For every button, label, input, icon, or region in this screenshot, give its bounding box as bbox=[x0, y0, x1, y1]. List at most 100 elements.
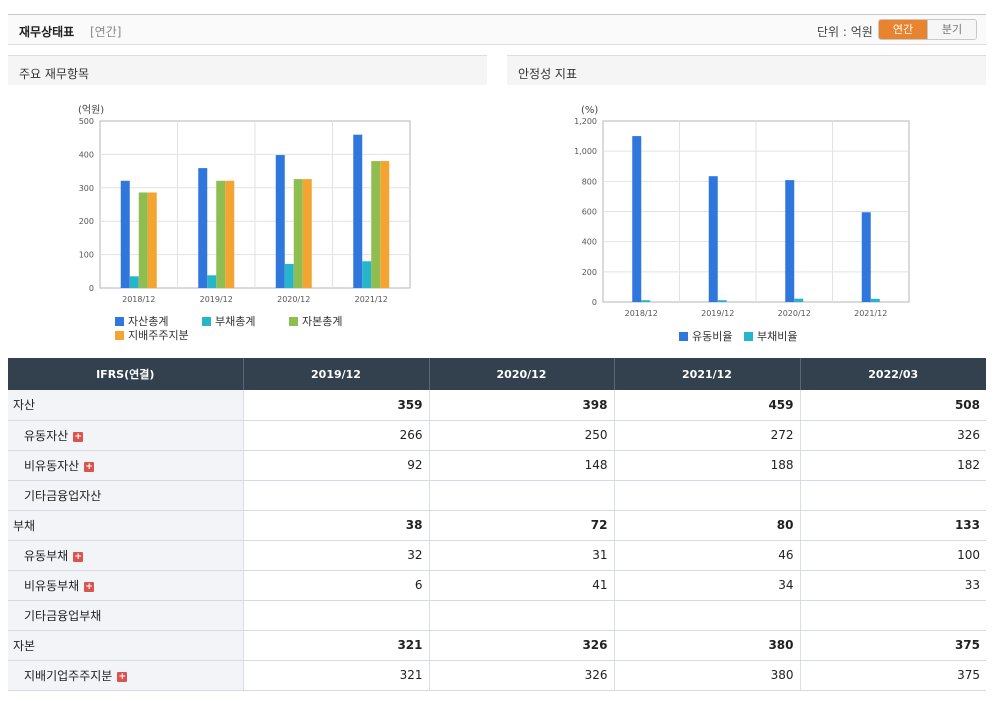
section-header: 재무상태표 [연간] 단위 : 억원 연간 분기 bbox=[8, 14, 986, 45]
value-cell: 100 bbox=[800, 540, 986, 571]
bar-부채총계 bbox=[362, 261, 372, 288]
tab-annual[interactable]: 연간 bbox=[879, 20, 927, 39]
row-label: 기타금융업부채 bbox=[24, 608, 102, 623]
bar-자산총계 bbox=[275, 155, 285, 288]
x-tick-label: 2019/12 bbox=[200, 295, 233, 304]
column-header: 2022/03 bbox=[800, 358, 986, 390]
legend-label: 자본총계 bbox=[302, 315, 342, 328]
bar-부채총계 bbox=[129, 276, 139, 288]
y-tick-label: 500 bbox=[79, 117, 94, 126]
value-cell: 508 bbox=[800, 390, 986, 421]
value-cell: 33 bbox=[800, 570, 986, 601]
period-toggle: 연간 분기 bbox=[878, 19, 977, 40]
bar-유동비율 bbox=[708, 176, 718, 302]
bar-부채총계 bbox=[284, 263, 294, 288]
chart-panel-financials: 주요 재무항목 (억원) 0 100 200 300 400 500 2018/12 2019/… bbox=[8, 55, 487, 355]
value-cell: 92 bbox=[243, 450, 430, 481]
y-tick-label: 300 bbox=[79, 184, 94, 193]
chart-panel-stability: 안정성 지표 (%) 0 200 400 600 800 1,000 1,200 2018/12… bbox=[507, 55, 986, 355]
table-row: 자산 359 398 459 508 bbox=[8, 390, 986, 421]
value-cell bbox=[243, 600, 430, 631]
value-cell: 380 bbox=[614, 630, 801, 661]
value-cell: 148 bbox=[429, 450, 615, 481]
bar-자산총계 bbox=[353, 134, 363, 288]
y-tick-label: 200 bbox=[582, 268, 597, 277]
row-label-cell: 자산 bbox=[8, 390, 244, 421]
value-cell: 41 bbox=[429, 570, 615, 601]
value-cell bbox=[800, 480, 986, 511]
y-tick-label: 1,200 bbox=[574, 117, 597, 126]
y-tick-label: 800 bbox=[582, 177, 597, 186]
tab-quarterly[interactable]: 분기 bbox=[927, 20, 976, 39]
value-cell: 6 bbox=[243, 570, 430, 601]
column-header: 2021/12 bbox=[614, 358, 801, 390]
value-cell: 46 bbox=[614, 540, 801, 571]
value-cell: 326 bbox=[429, 630, 615, 661]
expand-icon[interactable]: + bbox=[84, 461, 95, 472]
y-axis-label: (%) bbox=[581, 105, 598, 116]
value-cell: 72 bbox=[429, 510, 615, 541]
value-cell: 188 bbox=[614, 450, 801, 481]
expand-icon[interactable]: + bbox=[117, 671, 128, 682]
x-tick-label: 2019/12 bbox=[701, 309, 734, 318]
value-cell bbox=[800, 600, 986, 631]
y-tick-label: 1,000 bbox=[574, 147, 597, 156]
value-cell: 326 bbox=[429, 660, 615, 691]
value-cell bbox=[429, 480, 615, 511]
expand-icon[interactable]: + bbox=[84, 581, 95, 592]
legend-label: 자산총계 bbox=[128, 315, 168, 328]
row-label-cell: 부채 bbox=[8, 510, 244, 541]
stability-chart: (%) 0 200 400 600 800 1,000 1,200 2018/12 2019/12… bbox=[574, 105, 910, 343]
row-label: 지배기업주주지분 bbox=[24, 668, 113, 683]
legend-swatch bbox=[744, 332, 753, 341]
y-axis-label: (억원) bbox=[78, 104, 104, 116]
bar-자산총계 bbox=[198, 168, 208, 288]
value-cell bbox=[243, 480, 430, 511]
table-row: 기타금융업부채 bbox=[8, 600, 986, 631]
value-cell: 321 bbox=[243, 630, 430, 661]
chart-panel-title: 안정성 지표 bbox=[507, 55, 986, 85]
bar-유동비율 bbox=[861, 212, 871, 302]
bar-지배주주지분 bbox=[225, 180, 235, 288]
table-row: 부채 38 72 80 133 bbox=[8, 510, 986, 541]
row-label: 비유동자산 bbox=[24, 458, 80, 473]
value-cell: 266 bbox=[243, 420, 430, 451]
column-header: 2019/12 bbox=[243, 358, 430, 390]
row-label: 비유동부채 bbox=[24, 578, 80, 593]
expand-icon[interactable]: + bbox=[73, 551, 84, 562]
legend-label: 부채비율 bbox=[757, 330, 797, 343]
value-cell: 375 bbox=[800, 660, 986, 691]
expand-icon[interactable]: + bbox=[73, 431, 84, 442]
row-label-cell: 자본 bbox=[8, 630, 244, 661]
row-label-cell: 기타금융업부채 bbox=[8, 600, 244, 631]
value-cell: 272 bbox=[614, 420, 801, 451]
bar-유동비율 bbox=[632, 136, 642, 302]
row-label: 기타금융업자산 bbox=[24, 488, 102, 503]
row-label: 유동부채 bbox=[24, 548, 69, 563]
bar-지배주주지분 bbox=[380, 161, 390, 288]
y-tick-label: 0 bbox=[592, 298, 597, 307]
row-label: 자산 bbox=[13, 398, 36, 413]
value-cell: 34 bbox=[614, 570, 801, 601]
bar-지배주주지분 bbox=[302, 179, 312, 288]
bar-부채비율 bbox=[794, 298, 804, 302]
value-cell: 80 bbox=[614, 510, 801, 541]
table-row: 비유동자산 +92 148 188 182 bbox=[8, 450, 986, 481]
bar-자본총계 bbox=[216, 180, 226, 288]
row-label-cell: 기타금융업자산 bbox=[8, 480, 244, 511]
value-cell: 250 bbox=[429, 420, 615, 451]
value-cell: 32 bbox=[243, 540, 430, 571]
row-label-cell: 유동부채 + bbox=[8, 540, 244, 571]
y-tick-label: 400 bbox=[582, 238, 597, 247]
table-corner-header: IFRS(연결) bbox=[8, 358, 244, 390]
legend-label: 유동비율 bbox=[692, 330, 732, 343]
row-label-cell: 비유동자산 + bbox=[8, 450, 244, 481]
value-cell: 359 bbox=[243, 390, 430, 421]
value-cell bbox=[429, 600, 615, 631]
value-cell: 321 bbox=[243, 660, 430, 691]
value-cell: 38 bbox=[243, 510, 430, 541]
table-row: 지배기업주주지분 +321 326 380 375 bbox=[8, 660, 986, 691]
row-label-cell: 지배기업주주지분 + bbox=[8, 660, 244, 691]
value-cell: 31 bbox=[429, 540, 615, 571]
row-label: 자본 bbox=[13, 638, 36, 653]
